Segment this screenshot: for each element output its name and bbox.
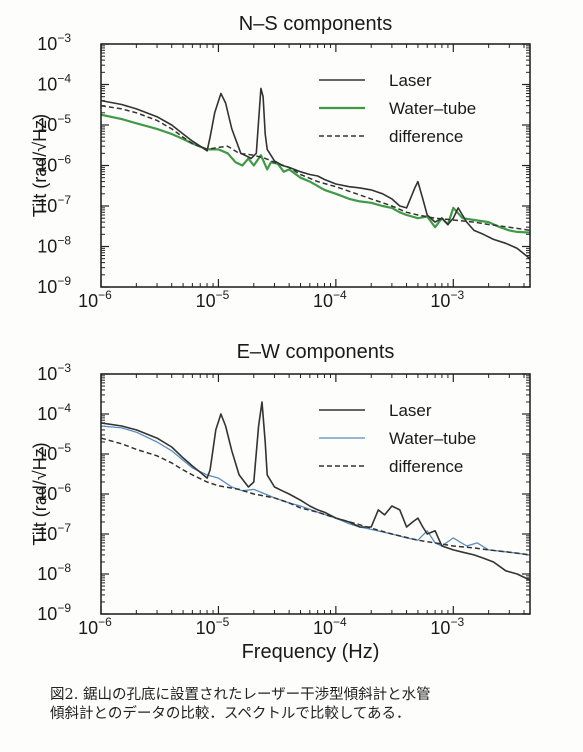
legend: Laser Water–tube difference bbox=[319, 401, 476, 476]
plot-frame bbox=[100, 43, 531, 288]
y-tick-label: 10−7 bbox=[37, 193, 71, 216]
figure-caption: 図2. 鋸山の孔底に設置されたレーザー干渉型傾斜計と水管 傾斜計とのデータの比較… bbox=[50, 687, 431, 722]
chart-title: N–S components bbox=[239, 13, 392, 35]
y-tick-label: 10−4 bbox=[37, 72, 71, 95]
series-line-laser bbox=[101, 87, 530, 260]
x-axis-label: Frequency (Hz) bbox=[242, 641, 380, 663]
legend-label: Water–tube bbox=[389, 429, 476, 448]
y-tick-label: 10−7 bbox=[37, 521, 71, 544]
series-line-difference bbox=[101, 104, 530, 232]
y-axis-label: Tilt (rad/√Hz) bbox=[30, 442, 50, 545]
y-tick-label: 10−9 bbox=[37, 274, 71, 297]
y-tick-label: 10−3 bbox=[37, 31, 71, 54]
legend-label: difference bbox=[389, 457, 463, 476]
y-axis-label: Tilt (rad/√Hz) bbox=[30, 114, 50, 217]
x-tick-label: 10−5 bbox=[196, 288, 230, 311]
x-tick-label: 10−4 bbox=[313, 288, 347, 311]
y-tick-label: 10−8 bbox=[37, 234, 71, 257]
series-line-water-tube bbox=[101, 425, 530, 556]
series-line-laser bbox=[101, 401, 530, 581]
x-tick-label: 10−3 bbox=[430, 288, 464, 311]
legend-label: Laser bbox=[389, 401, 432, 420]
y-tick-label: 10−6 bbox=[37, 153, 71, 176]
chart-panel-2: E–W components 10−6 10−5 10−4 10−3 10−9 10−8 10… bbox=[30, 341, 531, 663]
chart-panel-1: N–S components 10−6 10−5 10−4 10−3 10−9 10−8 10… bbox=[30, 13, 531, 311]
y-tick-label: 10−8 bbox=[37, 561, 71, 584]
x-tick-label: 10−5 bbox=[196, 615, 230, 638]
x-tick-label: 10−3 bbox=[430, 615, 464, 638]
x-tick-label: 10−6 bbox=[78, 288, 112, 311]
legend-label: difference bbox=[389, 127, 463, 146]
y-tick-label: 10−9 bbox=[37, 601, 71, 624]
series-line-difference bbox=[101, 437, 530, 556]
figure: N–S components 10−6 10−5 10−4 10−3 10−9 10−8 10… bbox=[30, 13, 531, 663]
y-tick-label: 10−5 bbox=[37, 112, 71, 135]
chart-title: E–W components bbox=[237, 341, 395, 363]
legend-label: Water–tube bbox=[389, 99, 476, 118]
series-line-water-tube bbox=[101, 113, 530, 234]
y-tick-label: 10−3 bbox=[37, 361, 71, 384]
x-tick-label: 10−6 bbox=[78, 615, 112, 638]
y-tick-label: 10−6 bbox=[37, 481, 71, 504]
legend: Laser Water–tube difference bbox=[319, 71, 476, 146]
x-tick-label: 10−4 bbox=[313, 615, 347, 638]
plot-frame bbox=[100, 373, 531, 615]
y-tick-label: 10−4 bbox=[37, 401, 71, 424]
y-tick-label: 10−5 bbox=[37, 441, 71, 464]
legend-label: Laser bbox=[389, 71, 432, 90]
